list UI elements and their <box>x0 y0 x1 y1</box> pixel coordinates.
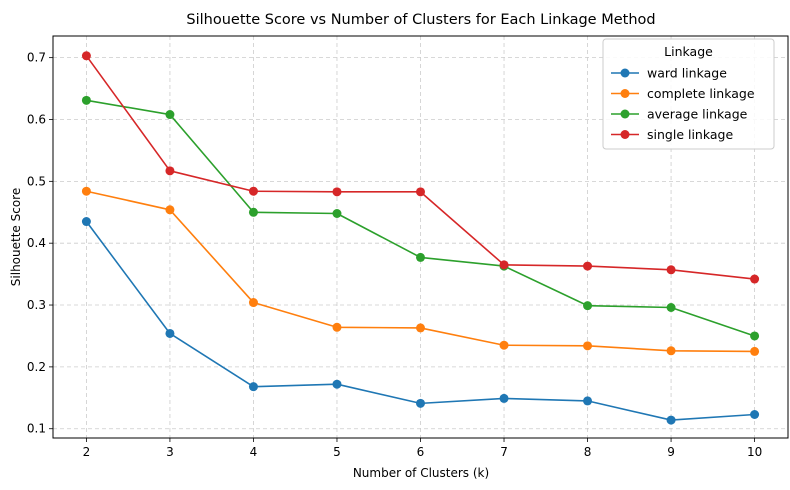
data-point <box>165 110 175 120</box>
y-axis: 0.1 0.2 0.3 0.4 0.5 0.6 0.7 <box>27 51 53 436</box>
data-point <box>750 331 760 341</box>
data-point <box>332 322 342 332</box>
y-tick-label: 0.1 <box>27 422 46 436</box>
legend: Linkage ward linkage complete linkage avera… <box>602 38 775 150</box>
y-tick-label: 0.4 <box>27 236 46 250</box>
x-tick-label: 7 <box>500 445 508 459</box>
data-point <box>666 265 676 275</box>
data-point <box>332 379 342 389</box>
legend-item: single linkage <box>611 127 733 142</box>
legend-item: ward linkage <box>611 66 727 81</box>
series-single-linkage <box>81 51 760 284</box>
data-point <box>750 346 760 356</box>
data-point <box>416 323 425 333</box>
data-point <box>81 217 91 227</box>
data-point <box>666 415 676 425</box>
legend-box <box>602 38 775 150</box>
series-average-linkage <box>81 95 760 341</box>
data-point <box>248 207 258 217</box>
legend-title: Linkage <box>664 44 713 59</box>
series-complete-linkage <box>81 186 760 356</box>
y-tick-label: 0.6 <box>27 112 46 126</box>
data-point <box>416 187 425 197</box>
data-point <box>583 341 593 351</box>
y-tick-label: 0.3 <box>27 298 46 312</box>
legend-swatch-marker <box>620 68 630 78</box>
y-axis-label: Silhouette Score <box>9 188 23 286</box>
x-tick-label: 4 <box>250 445 258 459</box>
x-tick-label: 10 <box>747 445 762 459</box>
data-point <box>81 51 91 61</box>
x-axis: 2 3 4 5 6 7 8 9 10 <box>83 438 762 459</box>
x-tick-label: 8 <box>584 445 592 459</box>
series-ward-linkage <box>81 217 760 425</box>
chart-title: Silhouette Score vs Number of Clusters f… <box>186 12 655 28</box>
x-axis-label: Number of Clusters (k) <box>353 466 489 480</box>
series-line <box>85 221 755 421</box>
data-point <box>750 409 760 419</box>
data-point <box>248 382 258 392</box>
data-point <box>332 187 342 197</box>
y-tick-label: 0.5 <box>27 174 46 188</box>
data-point <box>81 95 91 105</box>
data-point <box>416 398 425 408</box>
x-tick-label: 3 <box>166 445 174 459</box>
x-tick-label: 2 <box>83 445 91 459</box>
data-point <box>750 274 760 284</box>
legend-label: ward linkage <box>647 66 727 81</box>
legend-label: average linkage <box>647 107 748 122</box>
legend-swatch-marker <box>620 109 630 119</box>
data-point <box>81 186 91 196</box>
data-point <box>165 205 175 215</box>
data-point <box>499 340 509 350</box>
legend-item: complete linkage <box>611 86 755 101</box>
legend-swatch-marker <box>620 130 630 139</box>
x-tick-label: 6 <box>417 445 425 459</box>
x-tick-label: 9 <box>667 445 675 459</box>
data-point <box>416 252 425 262</box>
data-point <box>666 346 676 356</box>
series-layer <box>81 51 760 425</box>
y-tick-label: 0.7 <box>27 51 46 65</box>
x-tick-label: 5 <box>333 445 341 459</box>
data-point <box>248 298 258 308</box>
legend-swatch-marker <box>620 89 630 98</box>
data-point <box>583 261 593 271</box>
data-point <box>583 301 593 311</box>
data-point <box>499 393 509 403</box>
data-point <box>499 260 509 270</box>
y-tick-label: 0.2 <box>27 360 46 374</box>
legend-item: average linkage <box>611 107 748 122</box>
data-point <box>666 303 676 313</box>
data-point <box>248 186 258 196</box>
data-point <box>165 328 175 338</box>
data-point <box>583 396 593 406</box>
data-point <box>165 166 175 176</box>
data-point <box>332 208 342 218</box>
legend-label: single linkage <box>647 127 733 142</box>
legend-label: complete linkage <box>647 86 755 101</box>
